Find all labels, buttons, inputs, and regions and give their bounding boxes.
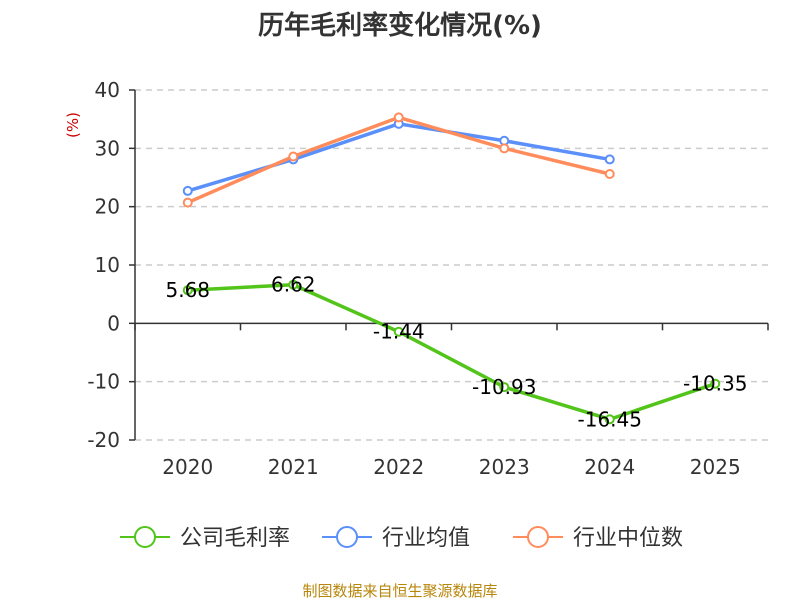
legend-item[interactable]: 公司毛利率 [120, 526, 290, 551]
data-point[interactable] [499, 382, 510, 393]
y-tick-label: 20 [95, 195, 120, 219]
data-point[interactable] [288, 151, 299, 162]
grid-lines [135, 89, 768, 441]
data-label: -1.44 [373, 320, 425, 344]
data-point[interactable] [393, 112, 404, 123]
x-tick-label: 2022 [373, 455, 424, 479]
legend-item[interactable]: 行业均值 [322, 526, 470, 551]
data-point[interactable] [604, 169, 615, 179]
data-label: -10.35 [683, 372, 747, 396]
data-label: 6.62 [271, 273, 316, 297]
chart-title: 历年毛利率变化情况(%) [258, 10, 542, 41]
x-tick-label: 2025 [690, 455, 741, 479]
data-point[interactable] [182, 197, 193, 208]
series-line [187, 115, 611, 205]
legend[interactable]: 公司毛利率 行业均值 行业中位数 [120, 526, 683, 551]
y-tick-label: 40 [95, 78, 120, 102]
data-labels: 5.68 6.62 -1.44 -10.93 -16.45 -10.35 [165, 273, 747, 432]
legend-label: 行业均值 [382, 526, 470, 551]
legend-label: 公司毛利率 [180, 526, 290, 551]
data-point[interactable] [288, 279, 299, 290]
y-tick-label: 10 [95, 253, 120, 277]
data-point[interactable] [710, 378, 721, 389]
data-point[interactable] [182, 285, 193, 296]
axes: 40 30 20 10 0 -10 -20 2020 2021 2022 2023 2024 2025 [87, 78, 769, 479]
legend-label: 行业中位数 [573, 526, 683, 551]
y-tick-label: 30 [95, 136, 120, 160]
x-tick-label: 2020 [162, 455, 213, 479]
x-tick-label: 2021 [268, 455, 319, 479]
legend-marker [134, 526, 156, 548]
source-note: 制图数据来自恒生聚源数据库 [302, 582, 497, 600]
y-tick-label: -10 [87, 370, 120, 394]
y-tick-label: 0 [107, 311, 120, 335]
x-tick-label: 2023 [479, 455, 530, 479]
data-point[interactable] [499, 143, 510, 154]
data-point[interactable] [604, 414, 615, 425]
series-group [182, 112, 721, 425]
x-tick-label: 2024 [584, 455, 635, 479]
data-point[interactable] [393, 326, 404, 337]
data-point[interactable] [182, 185, 193, 196]
series-line [187, 282, 716, 422]
data-label: -16.45 [578, 407, 642, 431]
data-label: 5.68 [165, 278, 210, 302]
data-label: -10.93 [472, 375, 536, 399]
legend-marker [527, 526, 549, 548]
y-axis-label: (%) [64, 112, 82, 138]
legend-marker [336, 526, 358, 548]
y-tick-label: -20 [87, 428, 120, 452]
data-point[interactable] [604, 154, 615, 165]
legend-item[interactable]: 行业中位数 [513, 526, 683, 551]
